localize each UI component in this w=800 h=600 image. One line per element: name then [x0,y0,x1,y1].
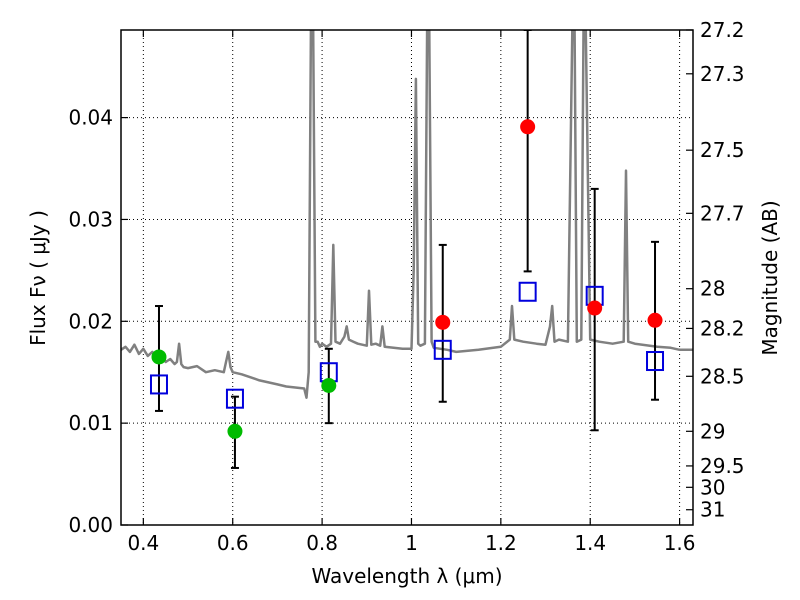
y-tick-label: 0.04 [68,106,113,130]
y-tick-label: 0.02 [68,309,113,333]
y2-tick-label: 28 [700,277,725,301]
plot-frame [120,29,694,526]
model-flux-box [149,374,168,395]
y2-tick-label: 29 [700,419,725,443]
model-flux-box [433,339,452,360]
y2-tick-label: 31 [700,498,725,522]
observed-point-green [227,423,243,439]
model-flux-box [518,281,537,302]
y2-tick-label: 27.7 [700,201,745,225]
y2-axis-label: Magnitude (AB) [758,200,782,355]
model-flux-boxes [149,281,665,409]
y-tick-label: 0.03 [68,207,113,231]
observed-point-green [151,349,167,365]
observed-point-red [435,314,451,330]
y2-tick-label: 30 [700,475,725,499]
x-tick-label: 0.8 [306,531,338,555]
model-flux-box [646,351,665,372]
x-tick-label: 1.2 [485,531,517,555]
x-tick-label: 1.4 [574,531,606,555]
y-tick-label: 0.01 [68,411,113,435]
y-tick-label: 0.00 [68,513,113,537]
observed-point-green [321,377,337,393]
observed-point-red [647,312,663,328]
y2-tick-label: 27.2 [700,18,745,42]
model-flux-box [225,388,244,409]
x-tick-label: 1 [405,531,418,555]
y2-tick-label: 27.5 [700,138,745,162]
observed-point-red [587,300,603,316]
x-tick-label: 0.6 [217,531,249,555]
y2-tick-label: 29.5 [700,454,745,478]
y2-tick-label: 27.3 [700,62,745,86]
observed-points [151,119,663,439]
x-tick-label: 0.4 [127,531,159,555]
x-axis-label: Wavelength λ (μm) [311,564,502,588]
x-tick-label: 1.6 [664,531,696,555]
model-spectrum-line [121,30,693,399]
y2-tick-label: 28.2 [700,316,745,340]
tick-labels: 0.4 0.6 0.8 1 1.2 1.4 1.6 0.00 0.01 0.02 0.03 0.04 2… [68,18,744,555]
axis-ticks [121,29,693,526]
observed-point-red [520,119,536,135]
y2-tick-label: 28.5 [700,364,745,388]
y-axis-label: Flux Fν ( μJy ) [26,210,50,346]
plot-area [121,30,693,469]
